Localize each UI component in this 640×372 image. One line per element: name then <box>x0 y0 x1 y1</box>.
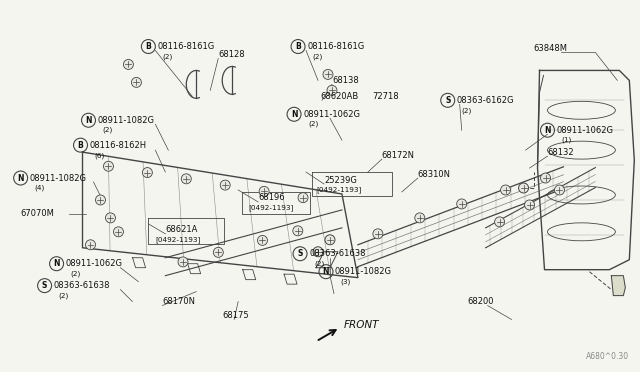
Text: 08116-8161G: 08116-8161G <box>307 42 364 51</box>
Text: A680^0.30: A680^0.30 <box>586 352 629 361</box>
Circle shape <box>373 229 383 239</box>
Circle shape <box>124 60 133 70</box>
Text: 68200: 68200 <box>468 297 494 306</box>
Text: 68621A: 68621A <box>165 225 198 234</box>
Circle shape <box>178 257 188 267</box>
Circle shape <box>298 193 308 203</box>
Text: 68132: 68132 <box>547 148 574 157</box>
Text: 68196: 68196 <box>258 193 285 202</box>
Text: 63848M: 63848M <box>534 44 568 53</box>
Text: N: N <box>17 173 24 183</box>
Text: 68175: 68175 <box>222 311 249 320</box>
Circle shape <box>525 200 534 210</box>
Circle shape <box>495 217 504 227</box>
Text: N: N <box>291 110 298 119</box>
Text: 67070M: 67070M <box>20 209 54 218</box>
Circle shape <box>323 70 333 79</box>
Text: 68128: 68128 <box>218 50 245 59</box>
Polygon shape <box>611 276 625 296</box>
Circle shape <box>554 185 564 195</box>
Text: 08911-1062G: 08911-1062G <box>557 126 614 135</box>
Text: (2): (2) <box>59 292 69 299</box>
Text: N: N <box>323 267 329 276</box>
Circle shape <box>518 183 529 193</box>
Circle shape <box>113 227 124 237</box>
Text: 68620AB: 68620AB <box>320 92 358 101</box>
Text: (2): (2) <box>308 121 318 128</box>
Text: 25239G: 25239G <box>324 176 357 185</box>
Text: (2): (2) <box>312 53 323 60</box>
Circle shape <box>500 185 511 195</box>
Text: [0492-1193]: [0492-1193] <box>156 237 200 243</box>
Text: 72718: 72718 <box>372 92 399 101</box>
Text: 08363-61638: 08363-61638 <box>309 249 365 258</box>
Text: (6): (6) <box>95 153 105 159</box>
Circle shape <box>86 240 95 250</box>
Text: 08911-1062G: 08911-1062G <box>303 110 360 119</box>
Circle shape <box>325 235 335 245</box>
Text: 08116-8162H: 08116-8162H <box>90 141 147 150</box>
Text: (2): (2) <box>70 270 81 277</box>
Text: S: S <box>445 96 451 105</box>
Text: N: N <box>53 259 60 268</box>
Text: 08911-1082G: 08911-1082G <box>29 173 86 183</box>
Text: 08911-1062G: 08911-1062G <box>65 259 122 268</box>
Circle shape <box>257 235 268 246</box>
Text: S: S <box>42 281 47 290</box>
Circle shape <box>95 195 106 205</box>
Text: 68138: 68138 <box>332 76 359 85</box>
Circle shape <box>104 161 113 171</box>
Circle shape <box>220 180 230 190</box>
Circle shape <box>213 247 223 257</box>
Circle shape <box>181 174 191 184</box>
Text: (2): (2) <box>102 127 113 134</box>
Text: 68310N: 68310N <box>418 170 451 179</box>
Circle shape <box>131 77 141 87</box>
Circle shape <box>541 173 550 183</box>
Text: 08363-6162G: 08363-6162G <box>457 96 514 105</box>
Text: (1): (1) <box>561 137 572 144</box>
Text: B: B <box>145 42 151 51</box>
Circle shape <box>415 213 425 223</box>
Text: (2): (2) <box>461 107 472 113</box>
Text: N: N <box>85 116 92 125</box>
Text: 08363-61638: 08363-61638 <box>54 281 110 290</box>
Text: [0492-1193]: [0492-1193] <box>316 187 361 193</box>
Text: 68172N: 68172N <box>382 151 415 160</box>
Circle shape <box>327 86 337 95</box>
Text: [0492-1193]: [0492-1193] <box>248 205 293 211</box>
Text: 08911-1082G: 08911-1082G <box>335 267 392 276</box>
Circle shape <box>457 199 467 209</box>
Text: B: B <box>295 42 301 51</box>
Circle shape <box>259 186 269 196</box>
Text: S: S <box>298 249 303 258</box>
Circle shape <box>313 247 323 257</box>
Text: 68170N: 68170N <box>163 297 195 306</box>
Text: 08911-1082G: 08911-1082G <box>97 116 154 125</box>
Text: FRONT: FRONT <box>344 320 380 330</box>
Text: (3): (3) <box>340 278 350 285</box>
Text: B: B <box>77 141 83 150</box>
Text: (2): (2) <box>314 260 324 267</box>
Text: (2): (2) <box>163 53 173 60</box>
Circle shape <box>293 226 303 236</box>
Circle shape <box>106 213 115 223</box>
Circle shape <box>142 167 152 177</box>
Text: 08116-8161G: 08116-8161G <box>157 42 214 51</box>
Text: (4): (4) <box>35 185 45 191</box>
Text: N: N <box>544 126 551 135</box>
